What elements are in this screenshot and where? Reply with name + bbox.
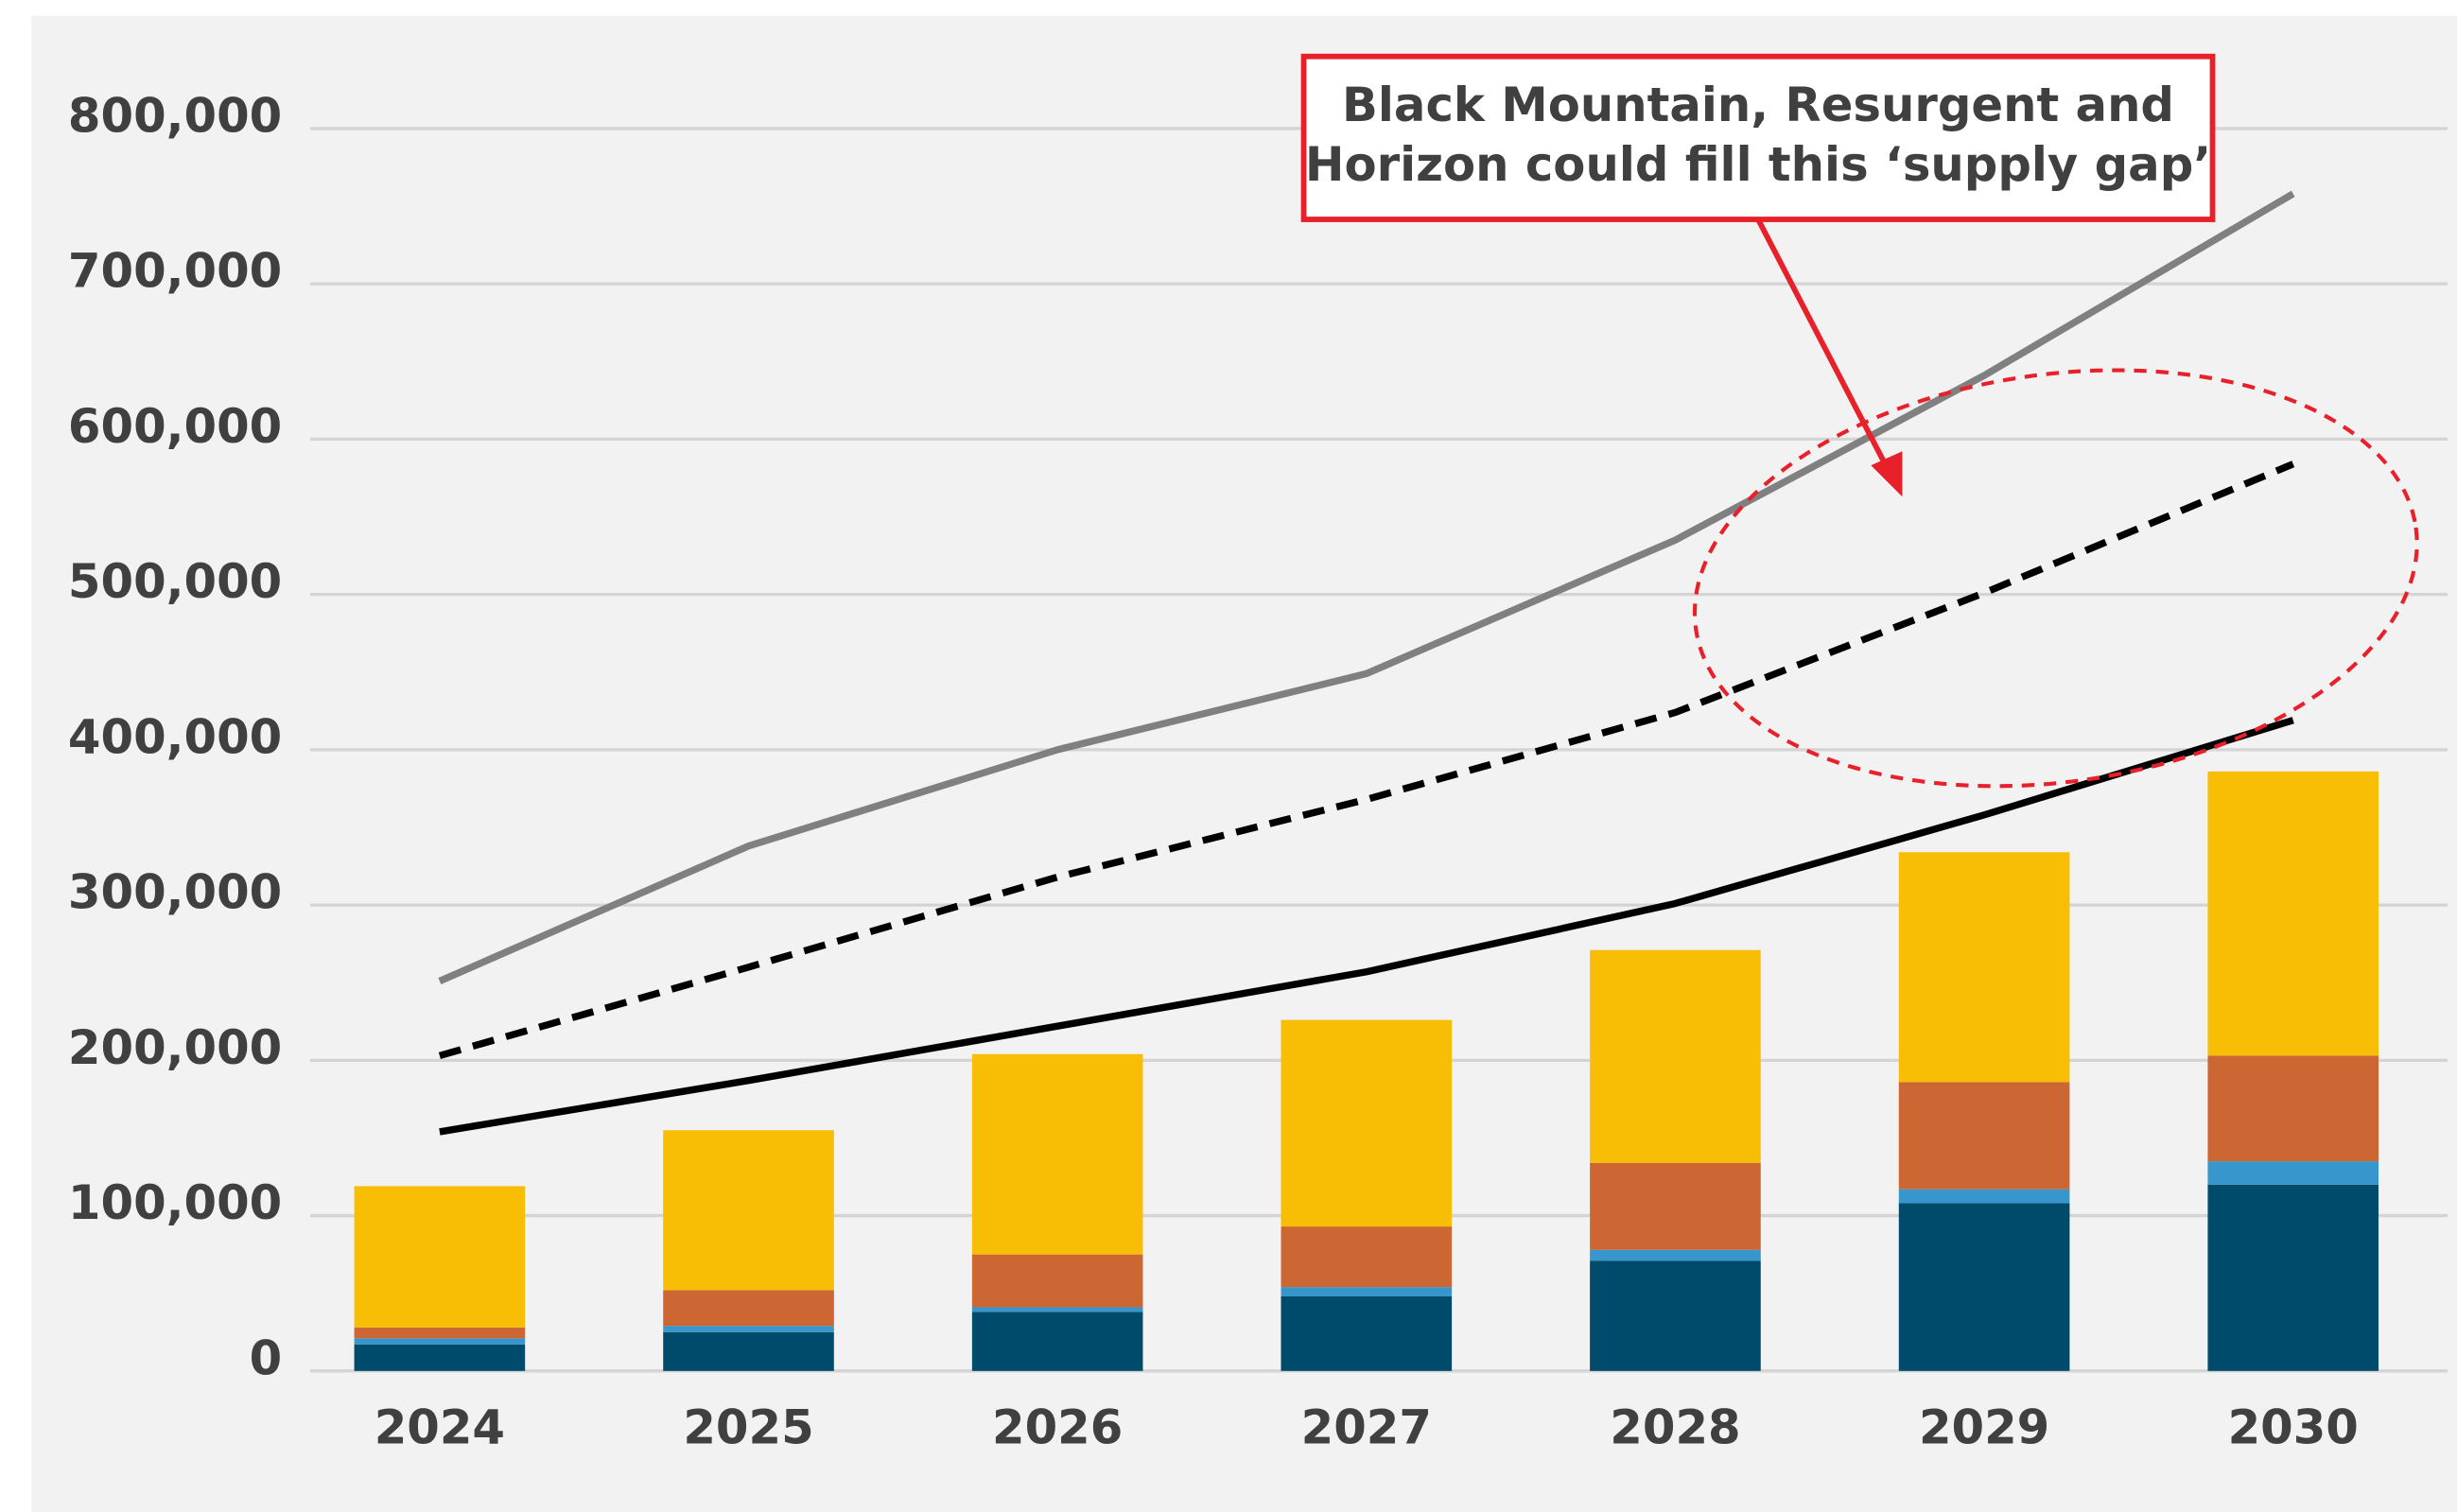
x-tick-label: 2029 [1919, 1399, 2049, 1454]
bar-segment [663, 1326, 834, 1332]
y-tick-label: 600,000 [68, 399, 282, 454]
bar-segment [1281, 1019, 1453, 1227]
bar-segment [971, 1307, 1143, 1312]
bar-segment [1281, 1295, 1453, 1371]
bar-segment [1898, 1082, 2070, 1190]
bar-segment [354, 1327, 526, 1339]
y-tick-label: 0 [250, 1330, 283, 1385]
x-tick-label: 2028 [1610, 1399, 1740, 1454]
y-tick-label: 700,000 [68, 244, 282, 299]
bar-segment [971, 1053, 1143, 1255]
y-tick-label: 100,000 [68, 1175, 282, 1230]
annotation-line: Black Mountain, Resurgent and [1342, 78, 2174, 132]
bar-segment [2207, 1161, 2379, 1185]
bar-segment [354, 1338, 526, 1345]
line [439, 717, 2294, 1136]
y-tick-label: 300,000 [68, 865, 282, 920]
bar-segment [2207, 1055, 2379, 1162]
marks [354, 190, 2379, 1371]
bar-segment [1898, 1203, 2070, 1371]
bar-segment [354, 1186, 526, 1328]
x-tick-label: 2026 [992, 1399, 1123, 1454]
bar-segment [1281, 1287, 1453, 1296]
bar-segment [354, 1344, 526, 1371]
y-tick-label: 800,000 [68, 88, 282, 143]
bar-segment [1898, 852, 2070, 1083]
bar-segment [663, 1290, 834, 1327]
line [438, 190, 2295, 985]
annotation-box [1300, 53, 2216, 222]
bar-segment [1590, 1249, 1761, 1261]
bar-segment [2207, 1184, 2379, 1371]
bar-segment [1590, 1162, 1761, 1250]
annotation-line: Horizon could fill this ‘supply gap’ [1305, 137, 2211, 192]
x-tick-label: 2030 [2228, 1399, 2359, 1454]
x-tick-label: 2025 [683, 1399, 813, 1454]
grid: 0 100,000 200,000 300,000 400,000 500,000 600,… [68, 88, 2448, 1454]
x-tick-label: 2027 [1301, 1399, 1432, 1454]
y-tick-label: 200,000 [68, 1020, 282, 1075]
arrow-head [1871, 451, 1903, 497]
bar-segment [1590, 949, 1761, 1163]
arrow-shaft [1755, 217, 1891, 472]
bar-segment [971, 1312, 1143, 1371]
bar-segment [663, 1130, 834, 1291]
bar-segment [1898, 1189, 2070, 1204]
line [438, 461, 2295, 1060]
bar-segment [1281, 1226, 1453, 1288]
bar-segment [663, 1331, 834, 1371]
bar-segment [1590, 1260, 1761, 1371]
bar-segment [2207, 771, 2379, 1056]
x-tick-label: 2024 [375, 1399, 505, 1454]
y-tick-label: 400,000 [68, 709, 282, 764]
y-tick-label: 500,000 [68, 554, 282, 609]
bar-segment [971, 1254, 1143, 1308]
